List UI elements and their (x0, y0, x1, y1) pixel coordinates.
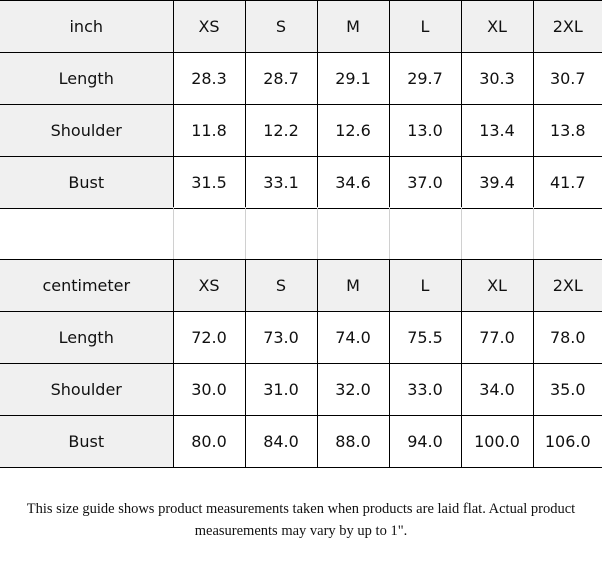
centimeter-size-table: centimeter XS S M L XL 2XL Length 72.0 73.0 74.0 75… (0, 259, 602, 468)
measurement-value: 73.0 (244, 311, 318, 364)
measurement-value: 74.0 (316, 311, 390, 364)
table-row: Bust 31.5 33.1 34.6 37.0 39.4 41.7 (0, 156, 602, 209)
measurement-value: 80.0 (172, 415, 246, 468)
size-header: S (244, 259, 318, 312)
measurement-value: 12.2 (244, 104, 318, 157)
size-header: XS (172, 0, 246, 53)
measurement-value: 13.0 (388, 104, 462, 157)
measurement-value: 41.7 (532, 156, 602, 209)
measurement-value: 33.1 (244, 156, 318, 209)
measurement-value: 100.0 (460, 415, 534, 468)
measurement-value: 35.0 (532, 363, 602, 416)
measurement-label: Length (0, 311, 174, 364)
size-guide-note: This size guide shows product measuremen… (26, 501, 576, 539)
header-row: inch XS S M L XL 2XL (0, 0, 602, 53)
unit-label: centimeter (0, 259, 174, 312)
measurement-value: 88.0 (316, 415, 390, 468)
size-header: S (244, 0, 318, 53)
measurement-label: Length (0, 52, 174, 105)
inch-size-table: inch XS S M L XL 2XL Length 28.3 28.7 29.1 29.7 30.3… (0, 0, 602, 209)
measurement-value: 30.0 (172, 363, 246, 416)
unit-label: inch (0, 0, 174, 53)
measurement-value: 84.0 (244, 415, 318, 468)
table-row: Bust 80.0 84.0 88.0 94.0 100.0 106.0 (0, 415, 602, 468)
measurement-value: 13.4 (460, 104, 534, 157)
measurement-value: 31.0 (244, 363, 318, 416)
measurement-value: 33.0 (388, 363, 462, 416)
table-row: Length 28.3 28.7 29.1 29.7 30.3 30.7 (0, 52, 602, 105)
measurement-value: 30.3 (460, 52, 534, 105)
measurement-value: 77.0 (460, 311, 534, 364)
measurement-value: 34.6 (316, 156, 390, 209)
size-header: XS (172, 259, 246, 312)
table-row: Length 72.0 73.0 74.0 75.5 77.0 78.0 (0, 311, 602, 364)
measurement-label: Shoulder (0, 104, 174, 157)
measurement-value: 39.4 (460, 156, 534, 209)
measurement-value: 72.0 (172, 311, 246, 364)
size-header: XL (460, 0, 534, 53)
measurement-value: 28.3 (172, 52, 246, 105)
measurement-value: 34.0 (460, 363, 534, 416)
measurement-value: 29.1 (316, 52, 390, 105)
measurement-value: 32.0 (316, 363, 390, 416)
size-header: M (316, 259, 390, 312)
size-header: M (316, 0, 390, 53)
measurement-value: 78.0 (532, 311, 602, 364)
measurement-value: 28.7 (244, 52, 318, 105)
measurement-label: Shoulder (0, 363, 174, 416)
size-header: 2XL (532, 0, 602, 53)
measurement-value: 106.0 (532, 415, 602, 468)
table-row: Shoulder 11.8 12.2 12.6 13.0 13.4 13.8 (0, 104, 602, 157)
size-header: L (388, 0, 462, 53)
measurement-value: 12.6 (316, 104, 390, 157)
measurement-value: 13.8 (532, 104, 602, 157)
size-header: XL (460, 259, 534, 312)
size-header: L (388, 259, 462, 312)
measurement-value: 30.7 (532, 52, 602, 105)
table-spacer (0, 207, 602, 259)
measurement-label: Bust (0, 156, 174, 209)
size-header: 2XL (532, 259, 602, 312)
measurement-value: 37.0 (388, 156, 462, 209)
measurement-value: 94.0 (388, 415, 462, 468)
table-row: Shoulder 30.0 31.0 32.0 33.0 34.0 35.0 (0, 363, 602, 416)
measurement-value: 75.5 (388, 311, 462, 364)
measurement-label: Bust (0, 415, 174, 468)
measurement-value: 29.7 (388, 52, 462, 105)
measurement-value: 11.8 (172, 104, 246, 157)
header-row: centimeter XS S M L XL 2XL (0, 259, 602, 312)
measurement-value: 31.5 (172, 156, 246, 209)
